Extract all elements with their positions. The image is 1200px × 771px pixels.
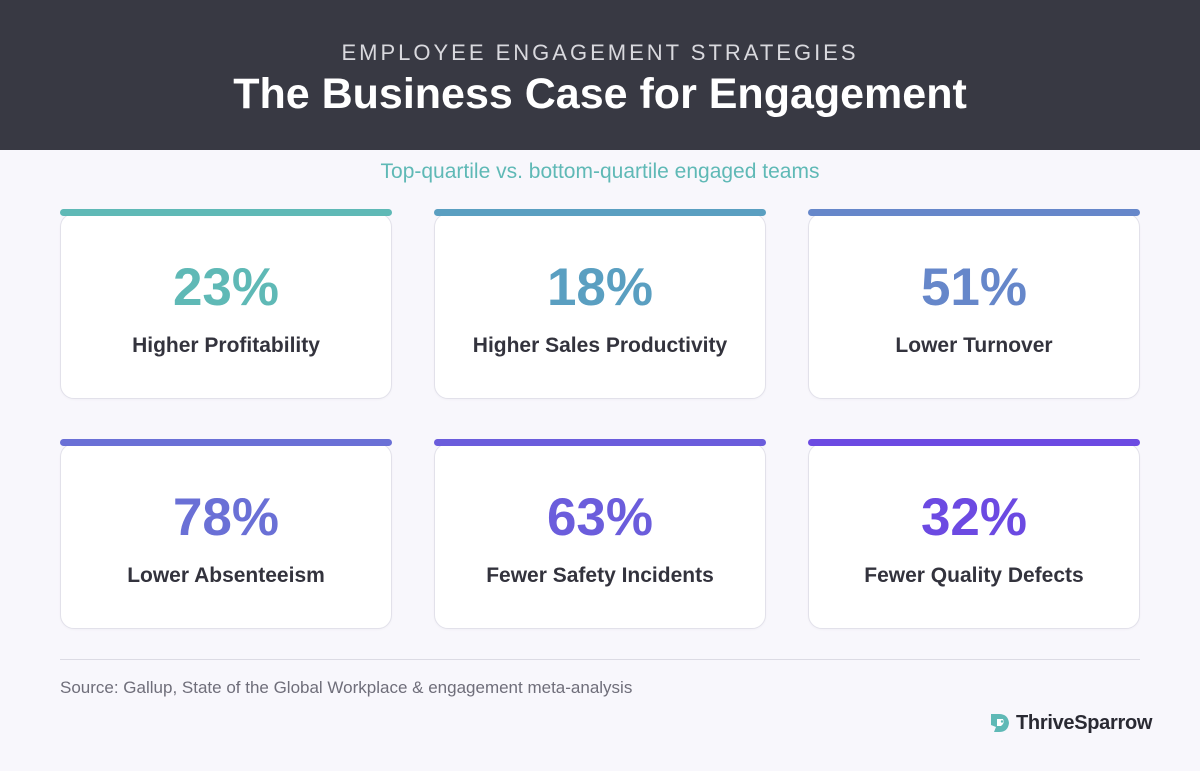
stat-label: Fewer Quality Defects (864, 564, 1084, 587)
stat-card-absenteeism: 78% Lower Absenteeism (60, 439, 392, 629)
stat-label: Lower Turnover (895, 334, 1053, 357)
card-accent-bar (808, 209, 1140, 216)
subtitle: Top-quartile vs. bottom-quartile engaged… (380, 160, 820, 183)
sparrow-logo-icon (988, 711, 1012, 735)
brand-logo: ThriveSparrow (988, 708, 1152, 738)
logo-wordmark: ThriveSparrow (1016, 711, 1153, 734)
stat-label: Higher Profitability (132, 334, 320, 357)
stat-label: Higher Sales Productivity (472, 334, 728, 357)
footer-divider (60, 659, 1140, 660)
stat-value: 78% (172, 488, 280, 547)
stat-value: 32% (920, 488, 1028, 547)
card-accent-bar (60, 209, 392, 216)
stat-value: 18% (546, 258, 654, 317)
card-accent-bar (434, 439, 766, 446)
stat-card-turnover: 51% Lower Turnover (808, 209, 1140, 399)
stat-card-sales-productivity: 18% Higher Sales Productivity (434, 209, 766, 399)
stat-card-profitability: 23% Higher Profitability (60, 209, 392, 399)
stat-value: 23% (172, 258, 280, 317)
card-accent-bar (434, 209, 766, 216)
card-accent-bar (60, 439, 392, 446)
stat-label: Lower Absenteeism (127, 564, 325, 587)
source-note: Source: Gallup, State of the Global Work… (60, 678, 633, 697)
stat-value: 51% (920, 258, 1028, 317)
stat-card-quality-defects: 32% Fewer Quality Defects (808, 439, 1140, 629)
header-banner: EMPLOYEE ENGAGEMENT STRATEGIES The Busin… (0, 0, 1200, 150)
stat-value: 63% (546, 488, 654, 547)
stat-card-safety-incidents: 63% Fewer Safety Incidents (434, 439, 766, 629)
eyebrow-heading: EMPLOYEE ENGAGEMENT STRATEGIES (341, 40, 859, 65)
stat-label: Fewer Safety Incidents (486, 564, 714, 587)
card-accent-bar (808, 439, 1140, 446)
page-title: The Business Case for Engagement (233, 70, 967, 118)
